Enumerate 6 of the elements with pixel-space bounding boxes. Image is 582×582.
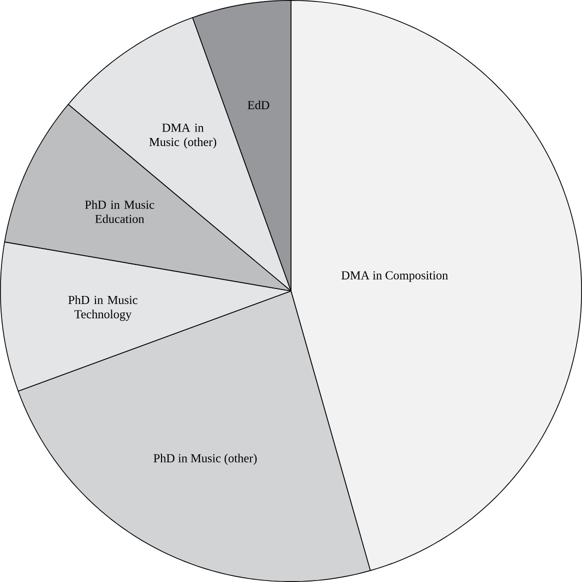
slice-label: EdD <box>248 100 270 110</box>
slice-label: DMA in Music (other) <box>149 124 216 149</box>
slice-label: PhD in Music (other) <box>154 454 257 465</box>
slice-label: PhD in Music Technology <box>68 296 138 321</box>
slice-label: PhD in Music Education <box>85 200 154 224</box>
slice-label: DMA in Composition <box>341 271 448 282</box>
